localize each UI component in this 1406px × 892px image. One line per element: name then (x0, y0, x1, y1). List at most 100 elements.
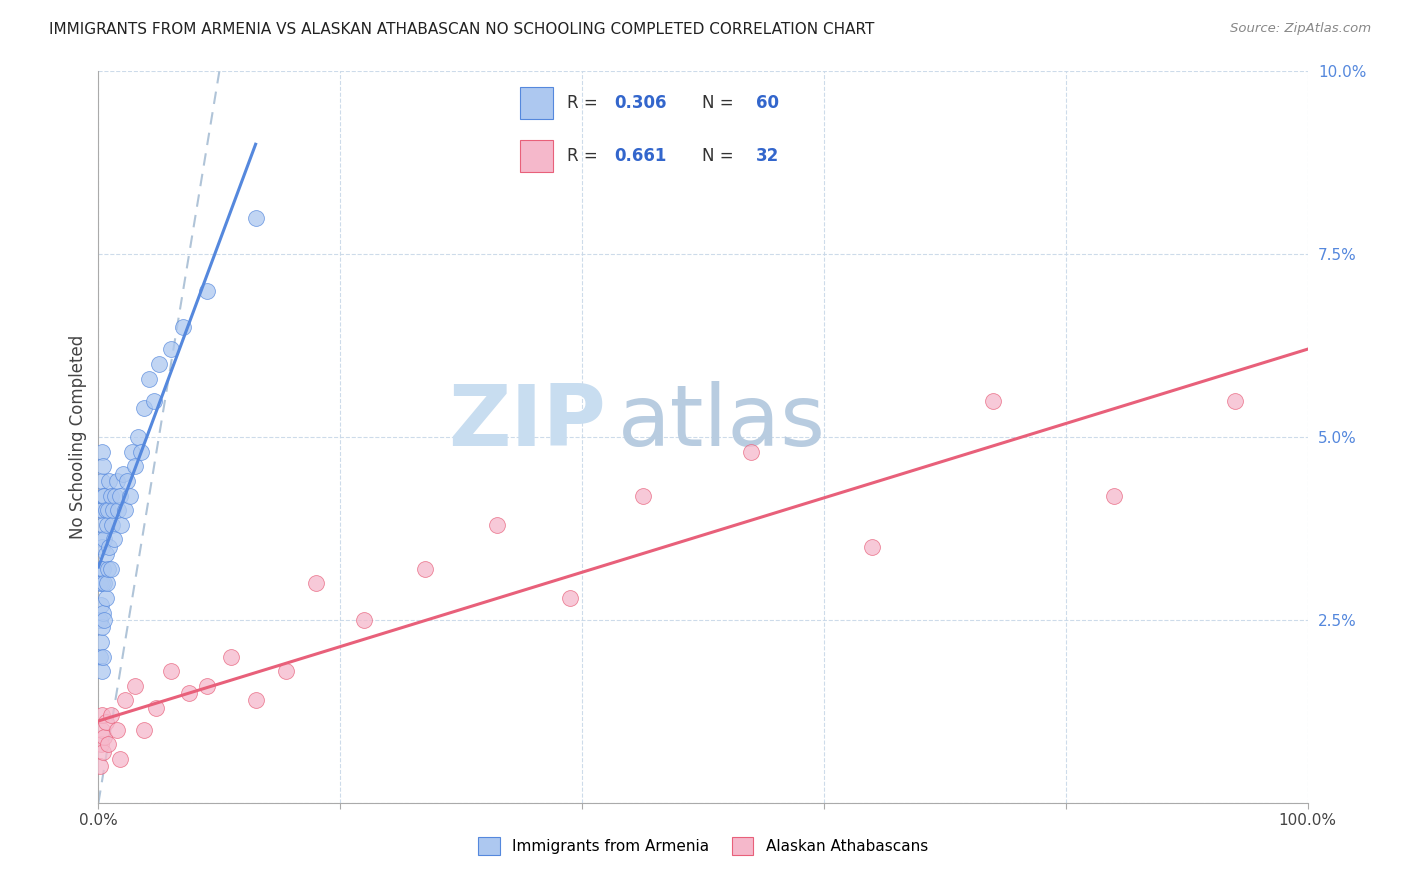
Point (148, 357, 170, 371)
Point (91, 664, 114, 678)
Point (305, 576, 328, 591)
Point (96, 576, 118, 591)
Point (94, 591, 117, 605)
Point (91, 517, 114, 532)
Y-axis label: No Schooling Completed: No Schooling Completed (69, 335, 87, 539)
Point (93, 576, 115, 591)
Point (117, 474, 139, 488)
Point (138, 371, 160, 385)
Point (110, 517, 132, 532)
Point (740, 444, 762, 458)
Point (124, 459, 146, 474)
Point (94, 503, 117, 517)
Point (413, 562, 436, 576)
Point (103, 533, 125, 547)
Text: N =: N = (702, 147, 738, 165)
Legend: Immigrants from Armenia, Alaskan Athabascans: Immigrants from Armenia, Alaskan Athabas… (472, 831, 934, 861)
Text: IMMIGRANTS FROM ARMENIA VS ALASKAN ATHABASCAN NO SCHOOLING COMPLETED CORRELATION: IMMIGRANTS FROM ARMENIA VS ALASKAN ATHAB… (49, 22, 875, 37)
Point (127, 430, 149, 444)
Text: Source: ZipAtlas.com: Source: ZipAtlas.com (1230, 22, 1371, 36)
Point (114, 693, 136, 707)
Point (105, 723, 128, 737)
Text: R =: R = (567, 94, 603, 112)
Point (221, 649, 243, 664)
Point (91, 459, 114, 474)
Text: R =: R = (567, 147, 603, 165)
Point (129, 444, 152, 458)
Point (118, 489, 141, 503)
Point (91, 474, 114, 488)
Text: ZIP: ZIP (449, 381, 606, 464)
Point (486, 517, 509, 532)
Point (160, 343, 183, 357)
Point (91, 503, 114, 517)
Point (860, 540, 883, 554)
Point (91, 540, 114, 554)
Point (121, 444, 143, 458)
Point (91, 444, 114, 458)
Point (245, 693, 267, 707)
Point (97, 562, 120, 576)
Point (96, 517, 118, 532)
Point (90, 562, 112, 576)
Point (111, 467, 134, 481)
Point (195, 679, 218, 693)
Point (195, 284, 218, 298)
Point (108, 489, 131, 503)
Text: 0.661: 0.661 (614, 147, 666, 165)
Point (93, 613, 115, 627)
Point (145, 700, 167, 714)
Text: N =: N = (702, 94, 738, 112)
Point (107, 503, 129, 517)
Point (1102, 489, 1125, 503)
Point (93, 533, 115, 547)
Point (100, 708, 122, 723)
Point (114, 503, 136, 517)
Point (89, 759, 111, 773)
Point (91, 576, 114, 591)
Point (90, 503, 112, 517)
Point (101, 503, 124, 517)
Point (90, 737, 112, 751)
Point (98, 474, 121, 488)
Point (100, 489, 122, 503)
Point (274, 664, 297, 678)
Point (91, 649, 114, 664)
Point (94, 715, 117, 730)
Point (89, 613, 111, 627)
Point (91, 489, 114, 503)
Point (104, 489, 127, 503)
Text: 32: 32 (756, 147, 779, 165)
Text: 60: 60 (756, 94, 779, 112)
Point (134, 401, 156, 415)
Point (91, 620, 114, 634)
Point (353, 613, 375, 627)
Point (1223, 393, 1246, 408)
Point (100, 517, 122, 532)
Point (91, 562, 114, 576)
Point (558, 591, 581, 605)
Point (89, 576, 111, 591)
Point (90, 599, 112, 613)
Point (97, 503, 120, 517)
FancyBboxPatch shape (520, 140, 554, 172)
Point (91, 745, 114, 759)
Point (105, 474, 128, 488)
Point (90, 635, 112, 649)
Point (631, 489, 654, 503)
Point (124, 679, 146, 693)
Point (179, 686, 201, 700)
Point (94, 547, 117, 561)
Point (93, 730, 115, 744)
Point (100, 562, 122, 576)
Point (245, 211, 267, 225)
Point (91, 606, 114, 620)
Point (172, 320, 194, 334)
Point (108, 752, 131, 766)
Point (93, 489, 115, 503)
Text: 0.306: 0.306 (614, 94, 666, 112)
Point (97, 737, 120, 751)
Point (143, 393, 166, 408)
Point (89, 649, 111, 664)
Point (981, 393, 1004, 408)
